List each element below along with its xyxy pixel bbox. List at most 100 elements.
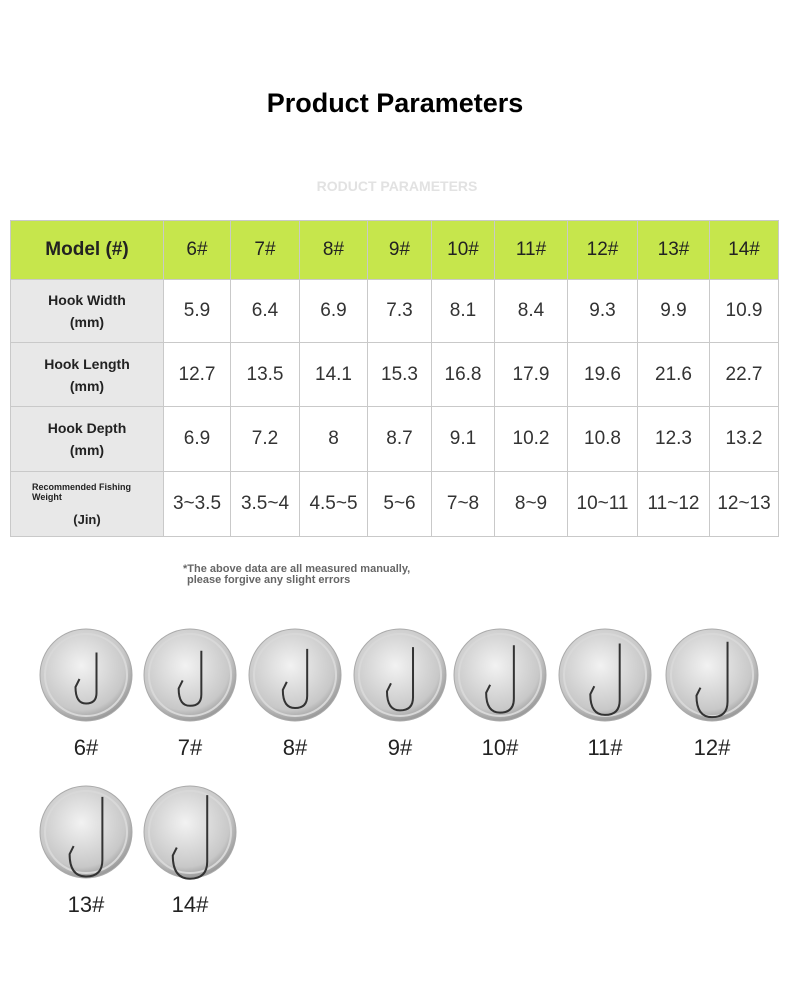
value-cell: 13.5 [231, 343, 300, 407]
model-header: 7# [231, 221, 300, 280]
value-cell: 19.6 [568, 343, 638, 407]
model-header: 10# [432, 221, 495, 280]
coin-gallery: 6# 7# 8# 9# 10# 11# 12# 13# 14# [39, 628, 759, 917]
value-cell: 14.1 [300, 343, 368, 407]
value-cell: 10.2 [495, 407, 568, 472]
value-cell: 8 [300, 407, 368, 472]
subtitle: RODUCT PARAMETERS [316, 178, 478, 194]
hook [485, 645, 515, 714]
value-cell: 10.8 [568, 407, 638, 472]
hook [589, 643, 621, 716]
row-label: Recommended Fishing Weight (Jin) [11, 472, 164, 537]
hook [695, 641, 729, 719]
row-unit: (mm) [69, 442, 105, 458]
size-label: 9# [388, 735, 413, 760]
value-cell: 4.5~5 [300, 472, 368, 537]
row-label: Hook Length (mm) [11, 343, 164, 407]
value-cell: 8.7 [368, 407, 432, 472]
row-name: Hook Width [48, 292, 126, 308]
value-cell: 6.4 [231, 280, 300, 343]
value-cell: 3.5~4 [231, 472, 300, 537]
model-header: 12# [568, 221, 638, 280]
coin-rim [148, 633, 232, 717]
coin-rim [253, 633, 337, 717]
value-cell: 12.7 [164, 343, 231, 407]
coin [353, 628, 447, 722]
value-cell: 11~12 [638, 472, 710, 537]
model-header: 9# [368, 221, 432, 280]
note-line: *The above data are all measured manuall… [183, 563, 411, 575]
note-line: please forgive any slight errors [187, 574, 351, 586]
value-cell: 17.9 [495, 343, 568, 407]
value-cell: 9.9 [638, 280, 710, 343]
size-label: 8# [283, 735, 308, 760]
value-cell: 22.7 [710, 343, 779, 407]
coin [39, 785, 133, 879]
coin [558, 628, 652, 722]
coin-rim [148, 790, 232, 874]
note: *The above data are all measured manuall… [183, 564, 410, 586]
row-unit: (mm) [69, 314, 105, 330]
model-header: 11# [495, 221, 568, 280]
size-label: 6# [74, 735, 99, 760]
coin-rim [358, 633, 442, 717]
value-cell: 8~9 [495, 472, 568, 537]
row-name: Recommended Fishing Weight [32, 481, 132, 502]
size-label: 12# [694, 735, 731, 760]
value-cell: 5~6 [368, 472, 432, 537]
value-cell: 7.3 [368, 280, 432, 343]
value-cell: 7.2 [231, 407, 300, 472]
coin [143, 785, 237, 879]
coin [248, 628, 342, 722]
model-header: 13# [638, 221, 710, 280]
hook [171, 795, 209, 880]
value-cell: 6.9 [164, 407, 231, 472]
size-label: 13# [68, 892, 105, 917]
value-cell: 16.8 [432, 343, 495, 407]
value-cell: 12.3 [638, 407, 710, 472]
value-cell: 13.2 [710, 407, 779, 472]
model-header: 14# [710, 221, 779, 280]
value-cell: 8.1 [432, 280, 495, 343]
coin-rim [563, 633, 647, 717]
value-cell: 10.9 [710, 280, 779, 343]
coin-rim [44, 633, 128, 717]
parameter-table: Model (#) 6# 7# 8# 9# 10# 11# 12# 13# 14# Hook Wid… [10, 220, 779, 537]
coin [39, 628, 133, 722]
coin [453, 628, 547, 722]
row-label: Hook Width (mm) [11, 280, 164, 343]
coin-rim [458, 633, 542, 717]
coin [665, 628, 759, 722]
title: Product Parameters [266, 88, 524, 118]
value-cell: 5.9 [164, 280, 231, 343]
value-cell: 12~13 [710, 472, 779, 537]
value-cell: 6.9 [300, 280, 368, 343]
row-unit: (Jin) [73, 511, 101, 527]
coin-rim [670, 633, 754, 717]
size-label: 10# [482, 735, 519, 760]
value-cell: 8.4 [495, 280, 568, 343]
size-label: 7# [178, 735, 203, 760]
model-header: 8# [300, 221, 368, 280]
hook [68, 796, 104, 878]
hook [281, 648, 309, 710]
row-unit: (mm) [69, 377, 105, 394]
coin [143, 628, 237, 722]
row-label: Hook Depth (mm) [11, 407, 164, 472]
header-corner: Model (#) [11, 221, 164, 280]
value-cell: 9.3 [568, 280, 638, 343]
row-name: Hook Depth [47, 420, 127, 436]
size-label: 11# [587, 735, 623, 760]
hook [385, 647, 415, 712]
value-cell: 15.3 [368, 343, 432, 407]
value-cell: 3~3.5 [164, 472, 231, 537]
hook [74, 652, 98, 705]
coin-rim [44, 790, 128, 874]
value-cell: 9.1 [432, 407, 495, 472]
model-header: 6# [164, 221, 231, 280]
value-cell: 21.6 [638, 343, 710, 407]
row-name: Hook Length [44, 355, 130, 372]
size-label: 14# [172, 892, 209, 917]
value-cell: 7~8 [432, 472, 495, 537]
